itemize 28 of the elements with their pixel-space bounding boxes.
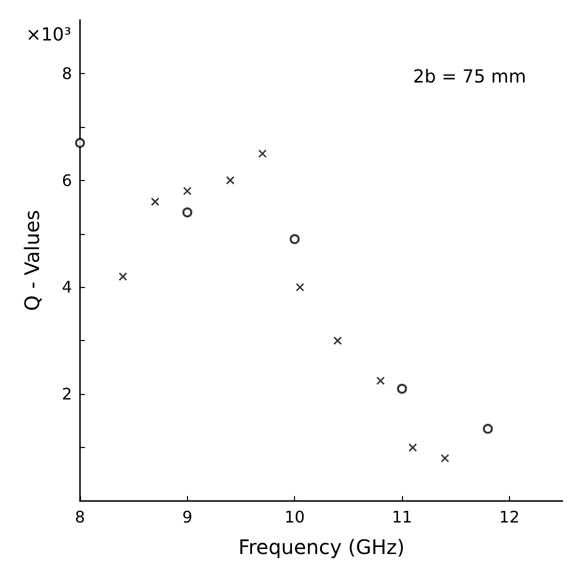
point [150, 197, 160, 206]
point [183, 186, 192, 196]
annotation: 2b = 75 mm [413, 66, 526, 88]
x-tick-label: 8 [74, 508, 86, 526]
x-axis-title: Frequency (GHz) [238, 535, 405, 559]
y-tick-label: 6 [62, 170, 72, 190]
x-tick-label: 10 [284, 508, 305, 526]
x-tick-label: 12 [499, 508, 520, 526]
point [258, 149, 267, 158]
y-tick-label: 2 [62, 384, 72, 404]
point [182, 207, 192, 218]
point [482, 424, 493, 434]
x-tick-label: 11 [392, 508, 412, 526]
point [290, 234, 300, 244]
point [440, 454, 450, 462]
point [376, 376, 385, 385]
point [397, 384, 407, 394]
point [75, 138, 85, 148]
text: ×10³ [26, 24, 72, 46]
y-axis-title: Q - Values [20, 210, 44, 312]
point [408, 443, 417, 452]
y-tick-label: 4 [62, 278, 72, 297]
point [226, 176, 235, 185]
point [333, 336, 342, 345]
point [118, 272, 128, 281]
point [296, 282, 304, 292]
x-tick-label: 9 [182, 508, 192, 526]
y-tick-label: 8 [62, 64, 72, 83]
